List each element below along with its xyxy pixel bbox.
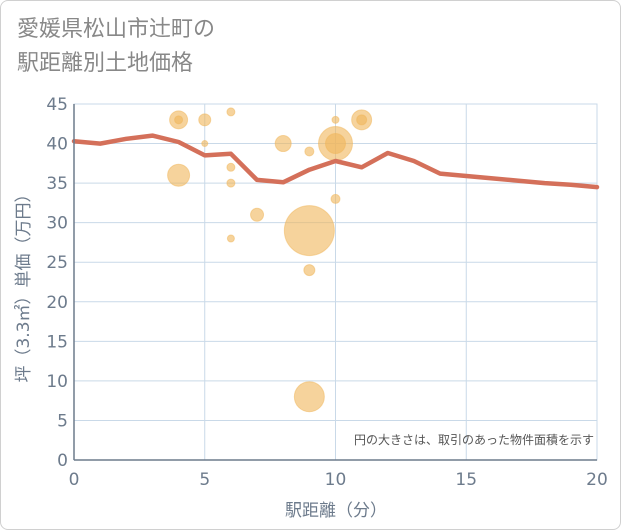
bubble-point	[293, 381, 325, 413]
bubble-point	[250, 207, 265, 222]
bubble-point	[198, 113, 212, 127]
x-axis-label: 駅距離（分）	[285, 501, 387, 521]
bubble-point	[167, 163, 191, 187]
y-tick-label: 40	[46, 135, 68, 155]
size-note: 円の大きさは、取引のあった物件面積を示す	[354, 432, 594, 447]
y-tick-label: 5	[57, 411, 68, 431]
chart-title: 愛媛県松山市辻町の 駅距離別土地価格	[17, 17, 216, 76]
bubble-point	[226, 178, 236, 188]
y-tick-label: 0	[57, 451, 68, 471]
bubble-point	[174, 115, 184, 125]
bubble-point	[226, 162, 236, 172]
x-tick-label: 0	[69, 470, 80, 490]
line-path	[71, 133, 600, 190]
average-price-line	[71, 133, 600, 190]
x-tick-label: 10	[325, 470, 347, 490]
bubble-point	[303, 264, 316, 277]
x-tick-label: 20	[586, 470, 608, 490]
y-tick-label: 45	[46, 95, 68, 115]
bubble-point	[226, 234, 235, 243]
y-tick-label: 20	[46, 293, 68, 313]
bubble-point	[283, 205, 335, 257]
y-tick-label: 35	[46, 174, 68, 194]
bubble-point	[201, 140, 209, 148]
bubble-point	[331, 115, 340, 124]
bubble-series	[167, 107, 373, 413]
axes: 0 5 10 15 20 25 30 35 40 45 0 5 10 15 20	[46, 95, 607, 490]
y-tick-label: 30	[46, 214, 68, 234]
bubble-point	[356, 114, 368, 126]
x-tick-label: 5	[199, 470, 210, 490]
x-tick-label: 15	[455, 470, 477, 490]
bubble-point	[274, 135, 292, 153]
bubble-point	[304, 146, 315, 157]
bubble-point	[325, 133, 346, 155]
y-tick-label: 10	[46, 372, 68, 392]
bubble-point	[226, 107, 236, 117]
bubble-point	[330, 193, 341, 204]
y-tick-label: 25	[46, 253, 68, 273]
y-axis-label: 坪（3.3㎡）単価（万円）	[14, 185, 34, 382]
y-tick-label: 15	[46, 332, 68, 352]
